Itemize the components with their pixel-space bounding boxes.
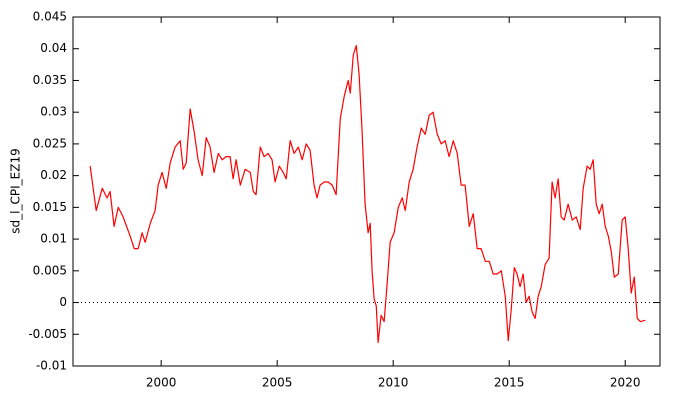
x-tick-label: 2020 xyxy=(610,376,641,390)
y-tick-label: 0 xyxy=(59,295,67,309)
x-tick-label: 2000 xyxy=(146,376,177,390)
y-tick-label: 0.04 xyxy=(40,41,67,55)
y-tick-label: 0.015 xyxy=(33,200,67,214)
x-tick-label: 2010 xyxy=(378,376,409,390)
y-tick-label: 0.025 xyxy=(33,136,67,150)
series-line xyxy=(89,44,646,344)
x-tick-label: 2005 xyxy=(262,376,293,390)
y-tick-label: 0.03 xyxy=(40,105,67,119)
y-axis-label: sd_l_CPI_EZ19 xyxy=(9,148,23,233)
y-tick-label: -0.005 xyxy=(28,327,67,341)
y-tick-label: 0.01 xyxy=(40,232,67,246)
y-tick-label: 0.005 xyxy=(33,263,67,277)
plot-frame xyxy=(72,16,661,367)
y-tick-label: 0.02 xyxy=(40,168,67,182)
x-tick-label: 2015 xyxy=(494,376,525,390)
y-tick-label: 0.045 xyxy=(33,10,67,24)
y-tick-label: -0.01 xyxy=(36,359,67,373)
y-tick-label: 0.035 xyxy=(33,73,67,87)
